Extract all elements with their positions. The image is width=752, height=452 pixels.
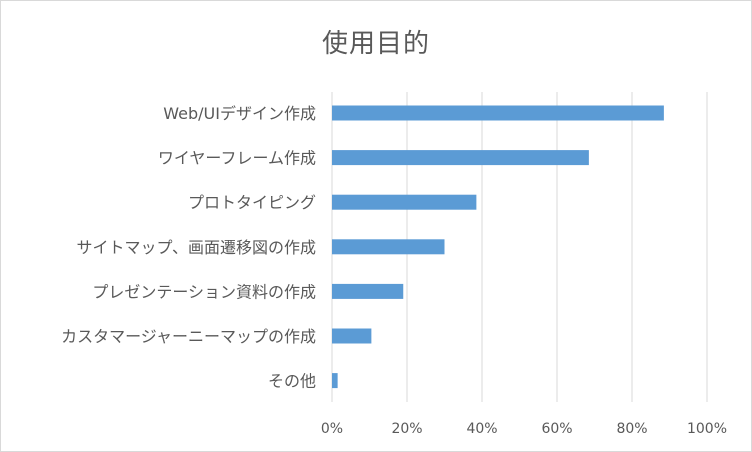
bar xyxy=(332,283,404,299)
bar xyxy=(332,105,664,121)
chart-title: 使用目的 xyxy=(321,29,430,59)
bar xyxy=(332,328,372,344)
bars xyxy=(332,105,664,389)
x-tick-label: 0% xyxy=(321,421,343,437)
category-label: Web/UIデザイン作成 xyxy=(163,104,316,123)
bar xyxy=(332,194,477,210)
category-label: ワイヤーフレーム作成 xyxy=(158,149,316,168)
category-label: その他 xyxy=(268,372,316,391)
x-tick-label: 40% xyxy=(466,421,497,437)
bar xyxy=(332,150,589,166)
category-label: プロトタイピング xyxy=(188,193,316,212)
category-label: サイトマップ、画面遷移図の作成 xyxy=(76,238,316,257)
x-tick-label: 60% xyxy=(541,421,572,437)
category-labels: Web/UIデザイン作成ワイヤーフレーム作成プロトタイピングサイトマップ、画面遷… xyxy=(61,104,316,391)
category-label: カスタマージャーニーマップの作成 xyxy=(61,327,316,346)
bar xyxy=(332,239,445,255)
x-tick-label: 80% xyxy=(616,421,647,437)
x-tick-label: 20% xyxy=(391,421,422,437)
category-label: プレゼンテーション資料の作成 xyxy=(92,282,316,301)
bar xyxy=(332,373,338,389)
tick-labels: 0% 20% 40% 60% 80% 100% xyxy=(321,421,727,437)
x-tick-label: 100% xyxy=(687,421,727,437)
